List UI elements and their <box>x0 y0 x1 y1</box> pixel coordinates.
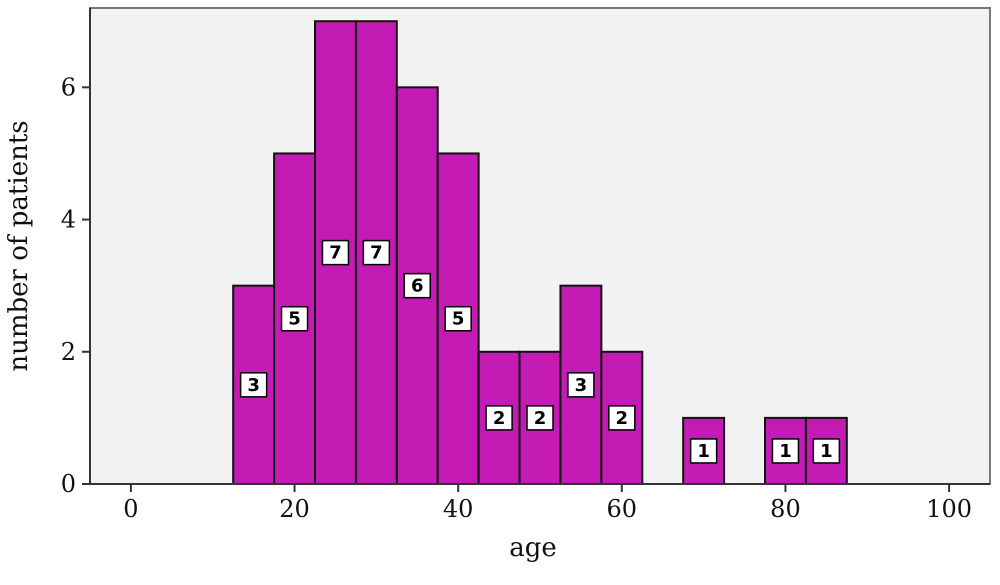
x-tick-label: 100 <box>926 495 972 523</box>
y-tick-label: 6 <box>61 73 76 101</box>
bar-value-label-box <box>608 405 636 431</box>
x-tick-label: 40 <box>443 495 474 523</box>
bar-value-label-text: 3 <box>575 375 588 396</box>
x-tick-label: 80 <box>770 495 801 523</box>
bar-value-label: 7 <box>362 239 391 266</box>
bar-value-label-box <box>362 239 391 266</box>
bar-value-label-text: 2 <box>534 408 547 429</box>
bar-value-label-box <box>239 372 268 398</box>
bar-value-label: 3 <box>239 372 268 398</box>
bar-value-label-text: 7 <box>329 243 342 264</box>
bar-value-label-text: 7 <box>370 243 383 264</box>
y-ticks-layer: 0 2 4 6 <box>61 73 90 498</box>
data-labels-layer: 3 5 7 7 6 5 2 2 3 2 1 1 1 <box>239 239 841 464</box>
bar-value-label-text: 3 <box>247 375 260 396</box>
y-tick-label: 2 <box>61 338 76 366</box>
x-tick-label: 60 <box>607 495 638 523</box>
bar-value-label-box <box>812 438 841 464</box>
bar-value-label-text: 1 <box>820 441 833 462</box>
bar-value-label-text: 1 <box>779 441 792 462</box>
bar-value-label: 3 <box>567 372 595 398</box>
bar-value-label: 1 <box>771 438 800 464</box>
bar-value-label: 6 <box>403 272 432 299</box>
bar-value-label-text: 2 <box>616 408 629 429</box>
bar-value-label-box <box>280 305 309 332</box>
bar-value-label: 7 <box>321 239 350 266</box>
bar-value-label-box <box>321 239 350 266</box>
y-tick-label: 4 <box>61 206 76 234</box>
bar-value-label-box <box>485 405 513 431</box>
y-tick-label: 0 <box>61 470 76 498</box>
bar-value-label-box <box>771 438 800 464</box>
bar-value-label-box <box>444 305 472 332</box>
x-ticks-layer: 0 20 40 60 80 100 <box>123 484 972 523</box>
bar-value-label-box <box>403 272 432 299</box>
x-tick-label: 0 <box>123 495 138 523</box>
bar-value-label: 2 <box>608 405 636 431</box>
x-axis-title: age <box>509 533 557 563</box>
bar-value-label-text: 5 <box>452 309 465 330</box>
bar-value-label: 2 <box>485 405 513 431</box>
bar-value-label: 1 <box>689 438 718 464</box>
x-tick-label: 20 <box>279 495 310 523</box>
y-axis-title: number of patients <box>4 120 34 371</box>
bar-value-label: 2 <box>526 405 554 431</box>
bar-value-label: 1 <box>812 438 841 464</box>
bar-value-label-text: 2 <box>493 408 506 429</box>
bar-value-label-text: 5 <box>288 309 301 330</box>
bar-value-label: 5 <box>444 305 472 332</box>
bar-value-label-text: 1 <box>697 441 710 462</box>
bar-value-label-box <box>689 438 718 464</box>
bar-value-label-box <box>567 372 595 398</box>
bar-value-label: 5 <box>280 305 309 332</box>
bar-value-label-text: 6 <box>411 276 424 297</box>
bar-value-label-box <box>526 405 554 431</box>
